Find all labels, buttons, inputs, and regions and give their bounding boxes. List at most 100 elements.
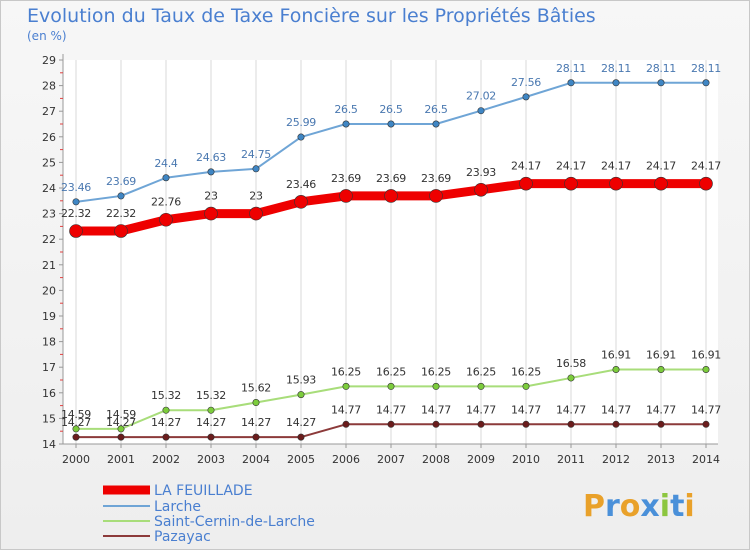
data-point-pazayac [387, 420, 395, 428]
legend-label-saint-cernin-de-larche: Saint-Cernin-de-Larche [154, 514, 315, 530]
data-point-larche [612, 79, 620, 87]
data-point-pazayac [162, 433, 170, 441]
data-label-la-feuillade: 24.17 [691, 160, 721, 173]
data-label-la-feuillade: 24.17 [556, 160, 586, 173]
series [69, 79, 713, 441]
data-label-larche: 23.69 [106, 175, 136, 188]
data-label-larche: 28.11 [691, 62, 721, 75]
x-tick-label: 2014 [692, 453, 720, 466]
logo-letter: i [684, 489, 694, 524]
logo-text: Proxiti [583, 489, 695, 524]
data-label-la-feuillade: 23 [249, 190, 263, 203]
y-tick-label: 23 [42, 208, 56, 221]
data-label-larche: 26.5 [334, 103, 358, 116]
data-point-la-feuillade [294, 195, 308, 209]
data-label-larche: 27.56 [511, 76, 541, 89]
x-tick-label: 2008 [422, 453, 450, 466]
data-point-la-feuillade [699, 176, 713, 191]
y-tick-label: 27 [42, 105, 56, 118]
data-label-la-feuillade: 23.69 [421, 172, 451, 185]
legend-label-larche: Larche [154, 499, 201, 515]
data-label-la-feuillade: 24.17 [511, 160, 541, 173]
chart-subtitle: (en %) [27, 29, 67, 43]
data-label-saint-cernin-de-larche: 16.91 [691, 349, 721, 362]
data-label-pazayac: 14.77 [421, 403, 451, 416]
y-tick-label: 14 [42, 438, 56, 451]
y-tick-label: 26 [42, 131, 56, 144]
data-point-saint-cernin-de-larche [207, 406, 215, 414]
x-tick-label: 2011 [557, 453, 585, 466]
data-label-pazayac: 14.77 [646, 403, 676, 416]
data-label-pazayac: 14.77 [331, 403, 361, 416]
data-label-larche: 26.5 [379, 103, 403, 116]
data-label-saint-cernin-de-larche: 16.58 [556, 357, 586, 370]
y-tick-label: 18 [42, 336, 56, 349]
data-label-pazayac: 14.77 [376, 403, 406, 416]
data-point-saint-cernin-de-larche [522, 382, 530, 390]
data-point-la-feuillade [519, 176, 533, 191]
data-point-larche [162, 174, 170, 182]
data-point-la-feuillade [564, 176, 578, 191]
data-label-saint-cernin-de-larche: 16.25 [376, 365, 406, 378]
data-label-larche: 26.5 [424, 103, 448, 116]
data-point-la-feuillade [159, 212, 173, 227]
data-point-la-feuillade [474, 182, 488, 197]
data-point-saint-cernin-de-larche [567, 374, 575, 382]
data-point-saint-cernin-de-larche [612, 366, 620, 374]
data-label-pazayac: 14.77 [466, 403, 496, 416]
data-label-pazayac: 14.77 [601, 403, 631, 416]
data-point-saint-cernin-de-larche [702, 366, 710, 374]
data-label-saint-cernin-de-larche: 15.32 [196, 389, 226, 402]
x-tick-label: 2009 [467, 453, 495, 466]
y-tick-label: 15 [42, 412, 56, 425]
data-point-larche [387, 120, 395, 128]
data-label-la-feuillade: 22.76 [151, 196, 181, 209]
data-label-la-feuillade: 24.17 [646, 160, 676, 173]
data-label-la-feuillade: 22.32 [61, 207, 91, 220]
x-tick-label: 2005 [287, 453, 315, 466]
data-label-la-feuillade: 23 [204, 190, 218, 203]
data-point-larche [207, 168, 215, 176]
proxiti-logo: Proxiti [583, 489, 695, 524]
data-point-la-feuillade [429, 189, 443, 203]
data-label-pazayac: 14.77 [511, 403, 541, 416]
data-labels: 23.46 23.69 24.4 24.63 24.75 25.99 26.5 26.5 26.… [61, 62, 722, 429]
y-tick-label: 24 [42, 182, 56, 195]
y-tick-label: 29 [42, 54, 56, 67]
data-label-larche: 25.99 [286, 116, 316, 129]
x-tick-label: 2006 [332, 453, 360, 466]
x-tick-label: 2013 [647, 453, 675, 466]
data-point-pazayac [72, 433, 80, 441]
y-tick-label: 28 [42, 80, 56, 93]
data-label-pazayac: 14.27 [286, 416, 316, 429]
data-label-la-feuillade: 22.32 [106, 207, 136, 220]
data-label-larche: 24.63 [196, 151, 226, 164]
x-tick-label: 2002 [152, 453, 180, 466]
data-point-larche [117, 192, 125, 200]
data-point-saint-cernin-de-larche [387, 382, 395, 390]
data-point-larche [522, 93, 530, 101]
data-point-larche [342, 120, 350, 128]
data-label-saint-cernin-de-larche: 14.59 [106, 408, 136, 421]
data-label-saint-cernin-de-larche: 15.93 [286, 374, 316, 387]
y-tick-label: 21 [42, 259, 56, 272]
data-label-saint-cernin-de-larche: 16.25 [421, 365, 451, 378]
data-point-saint-cernin-de-larche [117, 425, 125, 433]
data-point-pazayac [252, 433, 260, 441]
legend-label-la-feuillade: LA FEUILLADE [154, 483, 253, 499]
data-label-larche: 23.46 [61, 181, 91, 194]
data-point-saint-cernin-de-larche [72, 425, 80, 433]
data-label-pazayac: 14.27 [196, 416, 226, 429]
y-tick-label: 20 [42, 284, 56, 297]
data-point-la-feuillade [609, 176, 623, 191]
legend: LA FEUILLADELarcheSaint-Cernin-de-Larche… [103, 483, 315, 545]
data-point-la-feuillade [69, 224, 83, 238]
data-point-pazayac [702, 420, 710, 428]
data-label-pazayac: 14.77 [691, 403, 721, 416]
data-point-la-feuillade [204, 206, 218, 221]
data-point-pazayac [477, 420, 485, 428]
data-label-la-feuillade: 23.46 [286, 178, 316, 191]
axes: 14 15 16 17 18 19 20 21 22 23 24 25 26 27 28 29 2000 2001… [42, 54, 720, 466]
data-point-larche [297, 133, 305, 141]
